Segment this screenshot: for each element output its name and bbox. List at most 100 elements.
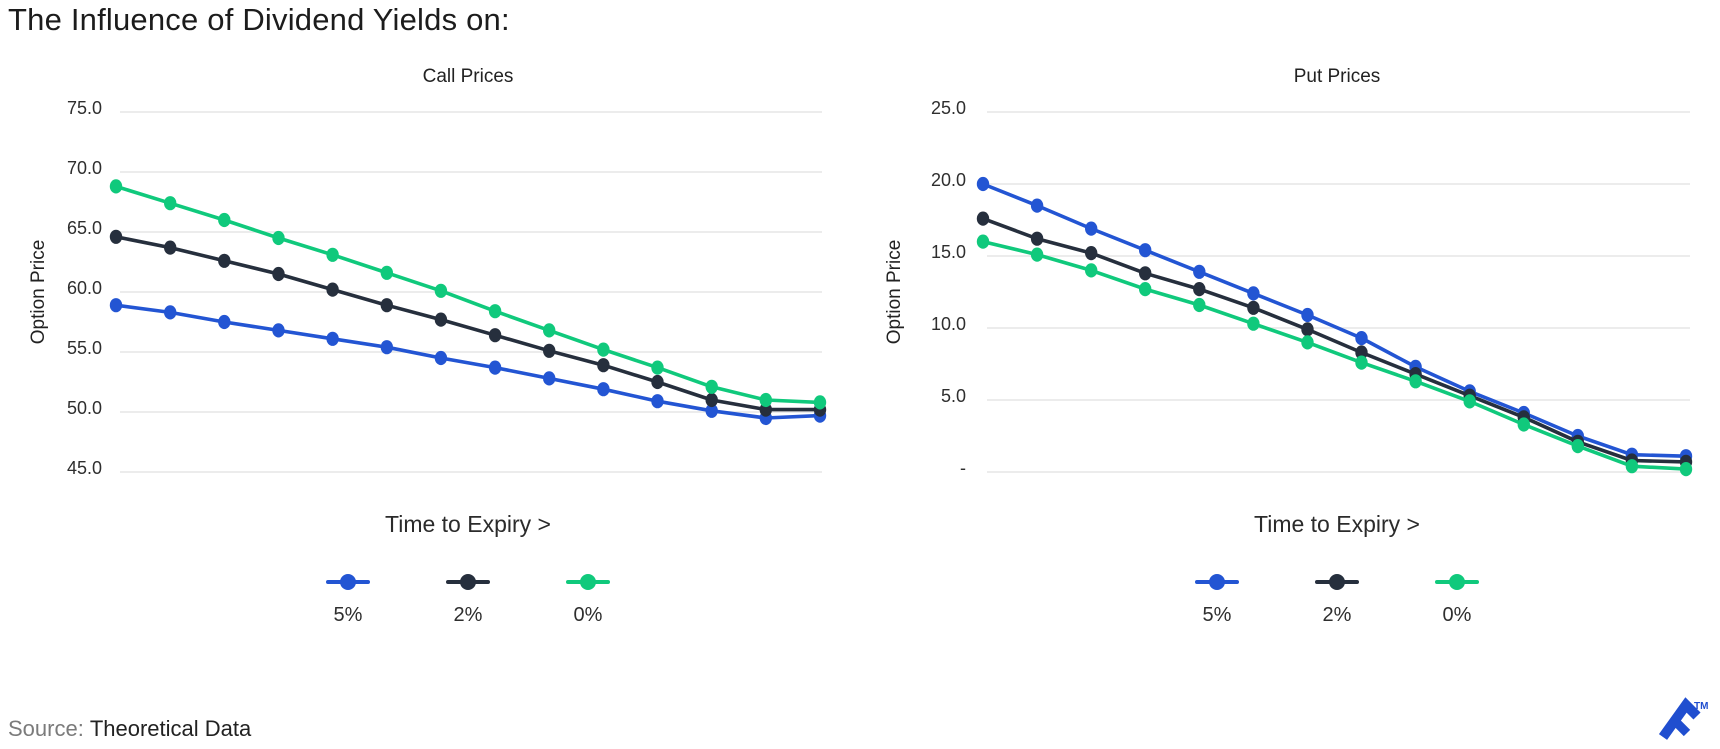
data-point bbox=[1247, 316, 1260, 331]
legend-label: 0% bbox=[1442, 604, 1472, 626]
source-line: Source: Theoretical Data bbox=[8, 716, 251, 742]
legend-item-2pct: 2% bbox=[1307, 574, 1367, 627]
data-point bbox=[1247, 286, 1260, 301]
data-point bbox=[543, 371, 556, 386]
y-tick-label: 55.0 bbox=[66, 338, 102, 358]
legend-item-0pct: 0% bbox=[1427, 574, 1487, 627]
y-tick-label: 15.0 bbox=[930, 242, 966, 262]
data-point bbox=[380, 298, 393, 313]
data-point bbox=[434, 350, 448, 366]
data-point bbox=[1679, 462, 1693, 477]
data-point bbox=[813, 395, 827, 410]
series-line-0% bbox=[114, 184, 822, 405]
y-tick-label: 75.0 bbox=[66, 98, 102, 118]
data-point bbox=[1625, 459, 1639, 474]
data-point bbox=[1301, 335, 1314, 350]
data-point bbox=[597, 358, 610, 373]
data-point bbox=[705, 379, 718, 394]
data-point bbox=[380, 265, 393, 280]
data-point bbox=[976, 234, 990, 249]
data-point bbox=[164, 196, 177, 211]
data-point bbox=[543, 343, 556, 358]
y-tick-label: 25.0 bbox=[930, 98, 966, 118]
legend-item-5pct: 5% bbox=[318, 574, 378, 627]
legend-item-5pct: 5% bbox=[1187, 574, 1247, 627]
legend-label: 5% bbox=[333, 604, 363, 626]
put-chart-legend: 5% 2% 0% bbox=[1187, 574, 1487, 627]
data-point bbox=[1409, 374, 1422, 389]
data-point bbox=[1193, 264, 1206, 279]
data-point bbox=[1355, 345, 1368, 360]
data-point bbox=[109, 179, 123, 194]
data-point bbox=[651, 360, 664, 375]
legend-label: 0% bbox=[573, 604, 603, 626]
data-point bbox=[326, 331, 339, 346]
data-point bbox=[380, 340, 393, 355]
data-point bbox=[1301, 307, 1314, 323]
data-point bbox=[434, 312, 448, 327]
data-point bbox=[1301, 322, 1314, 337]
data-point bbox=[1085, 263, 1098, 278]
y-tick-label: 60.0 bbox=[66, 278, 102, 298]
data-point bbox=[109, 298, 123, 313]
page-title: The Influence of Dividend Yields on: bbox=[8, 2, 510, 37]
data-point bbox=[705, 403, 718, 418]
data-point bbox=[1193, 297, 1206, 313]
source-label: Source: bbox=[8, 716, 84, 741]
legend-marker-0pct-icon bbox=[558, 574, 618, 590]
data-point bbox=[109, 229, 123, 244]
trademark-label: TM bbox=[1694, 701, 1709, 712]
series-line-2% bbox=[981, 216, 1688, 464]
call-x-axis-label: Time to Expiry > bbox=[385, 511, 551, 537]
put-x-axis-label: Time to Expiry > bbox=[1254, 511, 1420, 537]
series-line-0% bbox=[981, 239, 1688, 471]
data-point bbox=[218, 253, 231, 268]
data-point bbox=[326, 247, 339, 262]
data-point bbox=[1355, 355, 1368, 370]
data-point bbox=[651, 394, 664, 409]
data-point bbox=[976, 211, 990, 226]
data-point bbox=[1030, 231, 1044, 246]
y-tick-label: 70.0 bbox=[66, 158, 102, 178]
data-point bbox=[218, 212, 231, 228]
data-point bbox=[434, 283, 448, 298]
data-point bbox=[1030, 247, 1044, 262]
data-point bbox=[543, 323, 556, 338]
series-line-5% bbox=[981, 182, 1688, 459]
data-point bbox=[597, 342, 610, 357]
legend-marker-2pct-icon bbox=[1307, 574, 1367, 590]
call-chart-title: Call Prices bbox=[422, 66, 514, 87]
legend-marker-0pct-icon bbox=[1427, 574, 1487, 590]
data-point bbox=[1193, 282, 1206, 297]
data-point bbox=[1085, 221, 1098, 236]
y-tick-label: 20.0 bbox=[930, 170, 966, 190]
data-point bbox=[1571, 439, 1585, 454]
data-point bbox=[164, 305, 177, 320]
data-point bbox=[597, 382, 610, 397]
data-point bbox=[272, 266, 285, 282]
data-point bbox=[1139, 282, 1152, 297]
legend-item-0pct: 0% bbox=[558, 574, 618, 627]
legend-marker-5pct-icon bbox=[1187, 574, 1247, 590]
data-point bbox=[488, 328, 502, 343]
data-point bbox=[651, 374, 664, 390]
legend-label: 5% bbox=[1202, 604, 1232, 626]
series-line-5% bbox=[114, 303, 822, 420]
data-point bbox=[1139, 243, 1152, 258]
y-tick-label: 65.0 bbox=[66, 218, 102, 238]
y-tick-label: - bbox=[960, 458, 966, 478]
data-point bbox=[1030, 198, 1044, 213]
data-point bbox=[1517, 417, 1531, 432]
data-point bbox=[705, 392, 718, 408]
y-tick-label: 45.0 bbox=[66, 458, 102, 478]
legend-marker-2pct-icon bbox=[438, 574, 498, 590]
y-tick-label: 50.0 bbox=[66, 398, 102, 418]
put-chart-title: Put Prices bbox=[1293, 66, 1381, 87]
data-point bbox=[1463, 394, 1476, 409]
data-point bbox=[272, 323, 285, 338]
data-point bbox=[488, 360, 502, 375]
data-point bbox=[1355, 331, 1368, 346]
data-point bbox=[326, 282, 339, 297]
data-point bbox=[272, 230, 285, 246]
